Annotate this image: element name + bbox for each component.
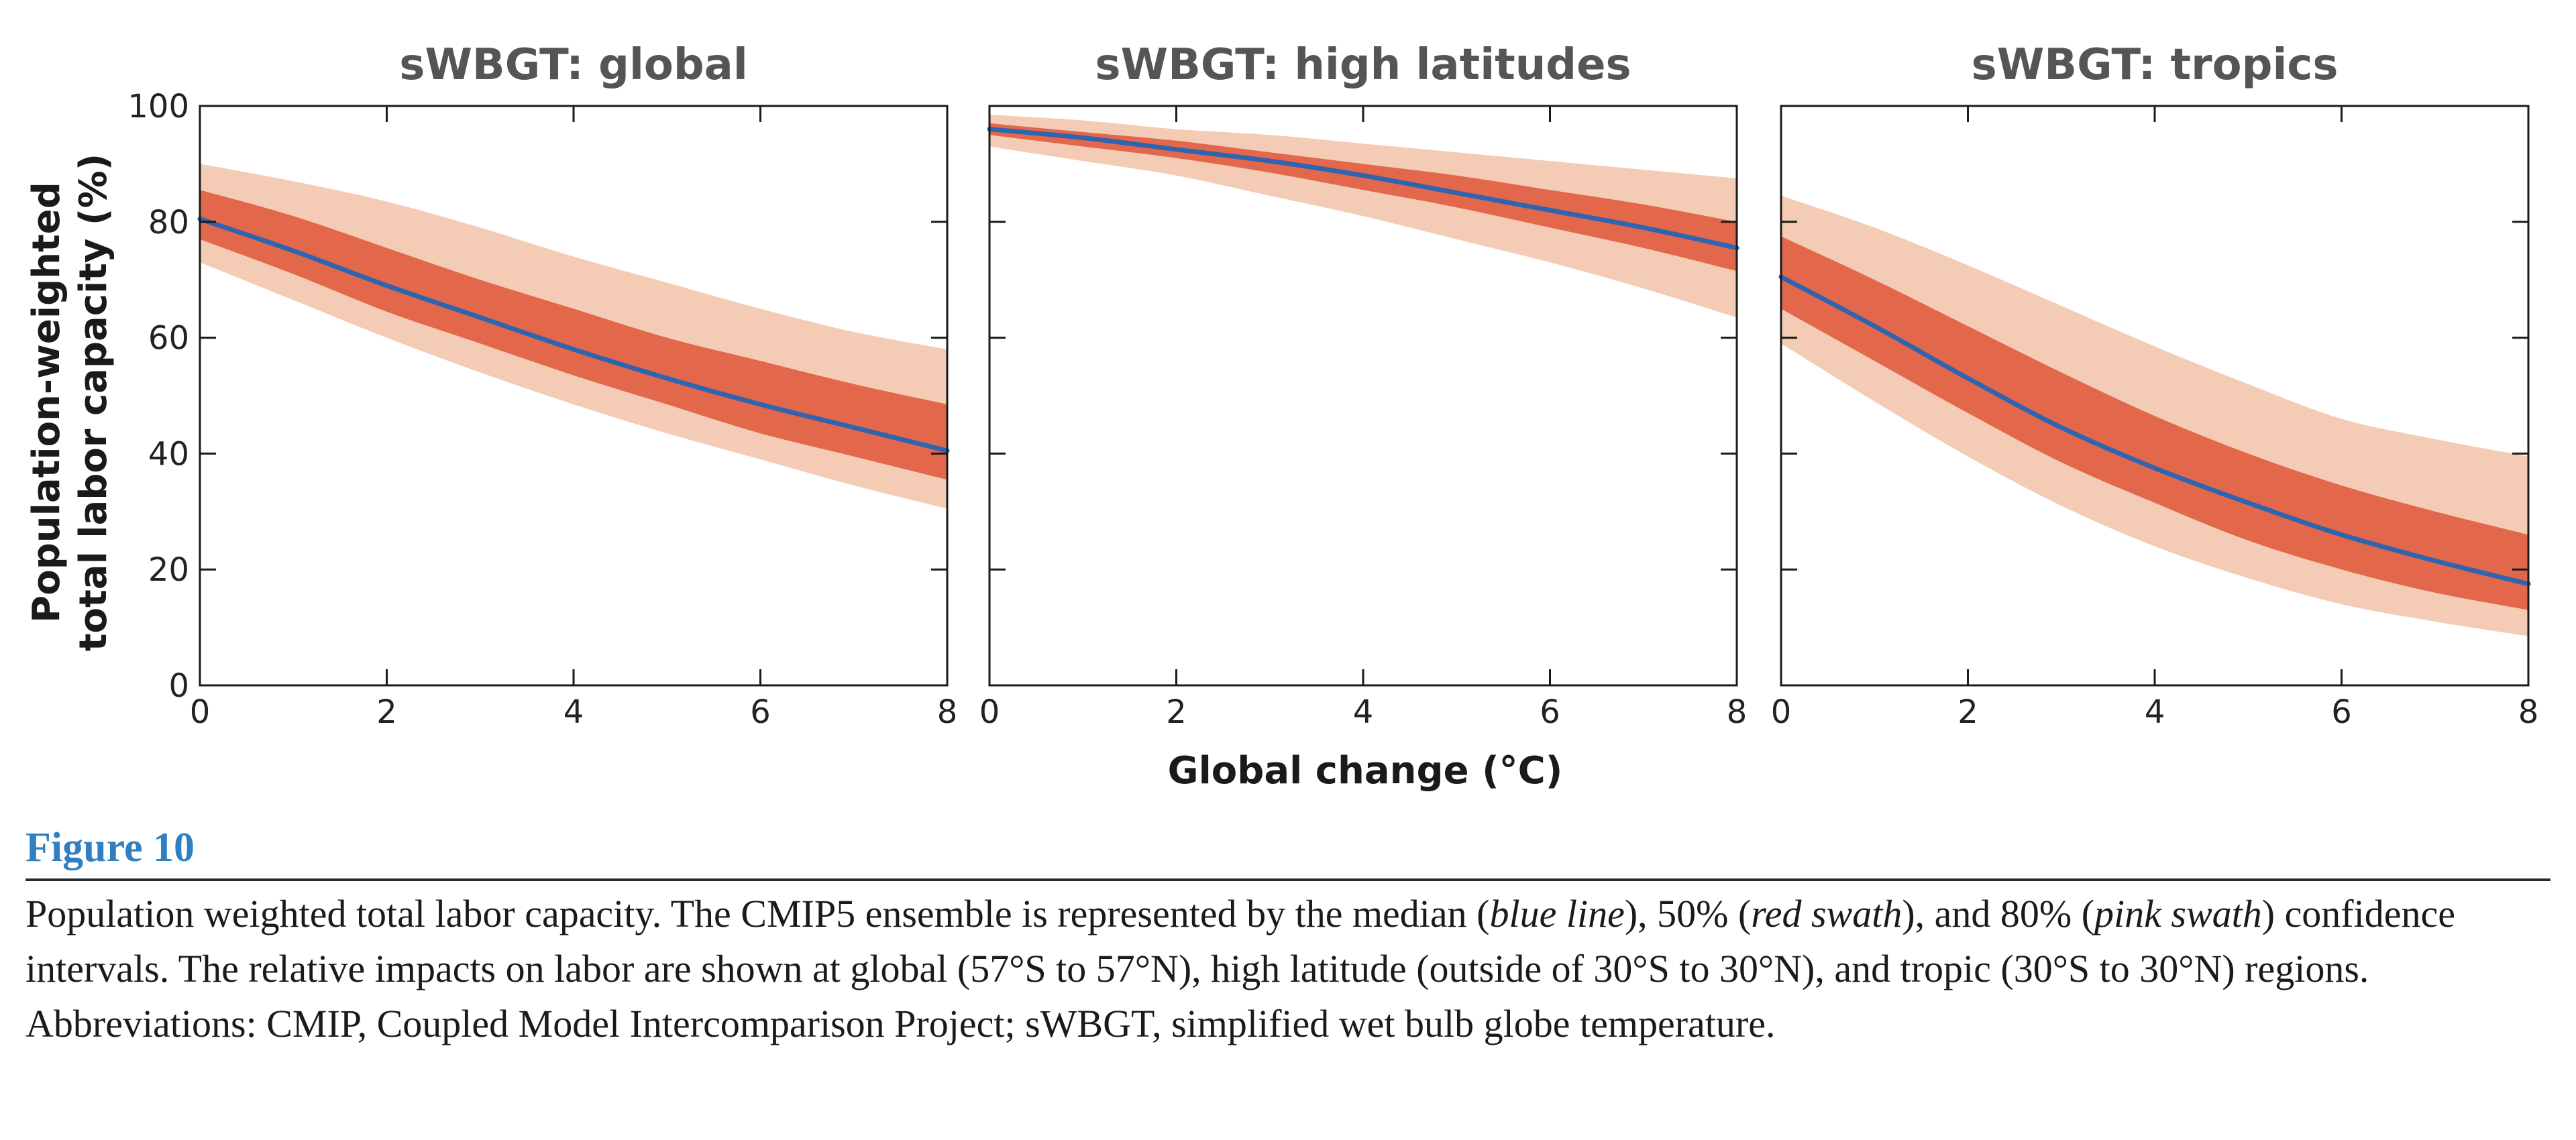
x-tick-label: 2 <box>376 693 397 731</box>
panel-3: sWBGT: tropics 0 2 4 6 8 <box>1771 40 2539 731</box>
caption-text: ), and 80% ( <box>1902 892 2095 936</box>
caption-text: ) confidence intervals. The relative imp… <box>25 892 2455 1046</box>
median-line <box>197 217 950 453</box>
y-axis-label-line1: Population-weighted <box>25 182 68 623</box>
x-tick-label: 2 <box>1166 693 1187 731</box>
x-tick-label: 6 <box>2331 693 2352 731</box>
y-tick-label: 20 <box>148 551 189 589</box>
panel-2: sWBGT: high latitudes 0 2 4 6 8 <box>979 40 1748 731</box>
x-tick-label: 6 <box>1540 693 1560 731</box>
panel-title: sWBGT: tropics <box>1972 40 2339 90</box>
figure-caption-block: Figure 10 Population weighted total labo… <box>25 825 2551 1051</box>
x-tick-label: 8 <box>937 693 958 731</box>
caption-text: Population weighted total labor capacity… <box>25 892 1490 936</box>
band-50-percent <box>200 190 947 480</box>
y-tick-label: 40 <box>148 435 189 473</box>
y-tick-label: 80 <box>148 204 189 241</box>
panel-title: sWBGT: high latitudes <box>1095 40 1631 90</box>
x-tick-label: 0 <box>1771 693 1792 731</box>
panel-title: sWBGT: global <box>399 40 748 90</box>
x-tick-label: 4 <box>2145 693 2165 731</box>
x-tick-label: 8 <box>1727 693 1748 731</box>
x-axis-label: Global change (°C) <box>1168 749 1563 793</box>
band-80-percent <box>989 115 1737 318</box>
y-tick-label: 0 <box>168 667 189 705</box>
x-tick-label: 6 <box>750 693 771 731</box>
x-tick-label: 0 <box>190 693 211 731</box>
caption-emphasis: red swath <box>1751 892 1902 936</box>
caption-text: ), 50% ( <box>1624 892 1752 936</box>
caption-emphasis: blue line <box>1489 892 1625 936</box>
chart-area: Population-weighted total labor capacity… <box>25 40 2539 793</box>
band-50-percent <box>1781 236 2528 610</box>
x-tick-label: 2 <box>1957 693 1978 731</box>
median-line <box>987 127 1739 251</box>
x-tick-label: 4 <box>564 693 584 731</box>
x-tick-label: 4 <box>1353 693 1374 731</box>
caption-emphasis: pink swath <box>2094 892 2262 936</box>
figure-label: Figure 10 <box>25 825 195 870</box>
charts-figure: Population-weighted total labor capacity… <box>25 40 2539 793</box>
x-tick-label: 8 <box>2518 693 2539 731</box>
figure-caption: Population weighted total labor capacity… <box>25 887 2551 1051</box>
y-tick-label: 100 <box>127 88 189 125</box>
figure-divider <box>25 878 2551 882</box>
x-tick-label: 0 <box>979 693 1000 731</box>
y-axis-label-line2: total labor capacity (%) <box>72 154 115 651</box>
median-line <box>1778 274 2531 587</box>
y-tick-label: 60 <box>148 320 189 357</box>
